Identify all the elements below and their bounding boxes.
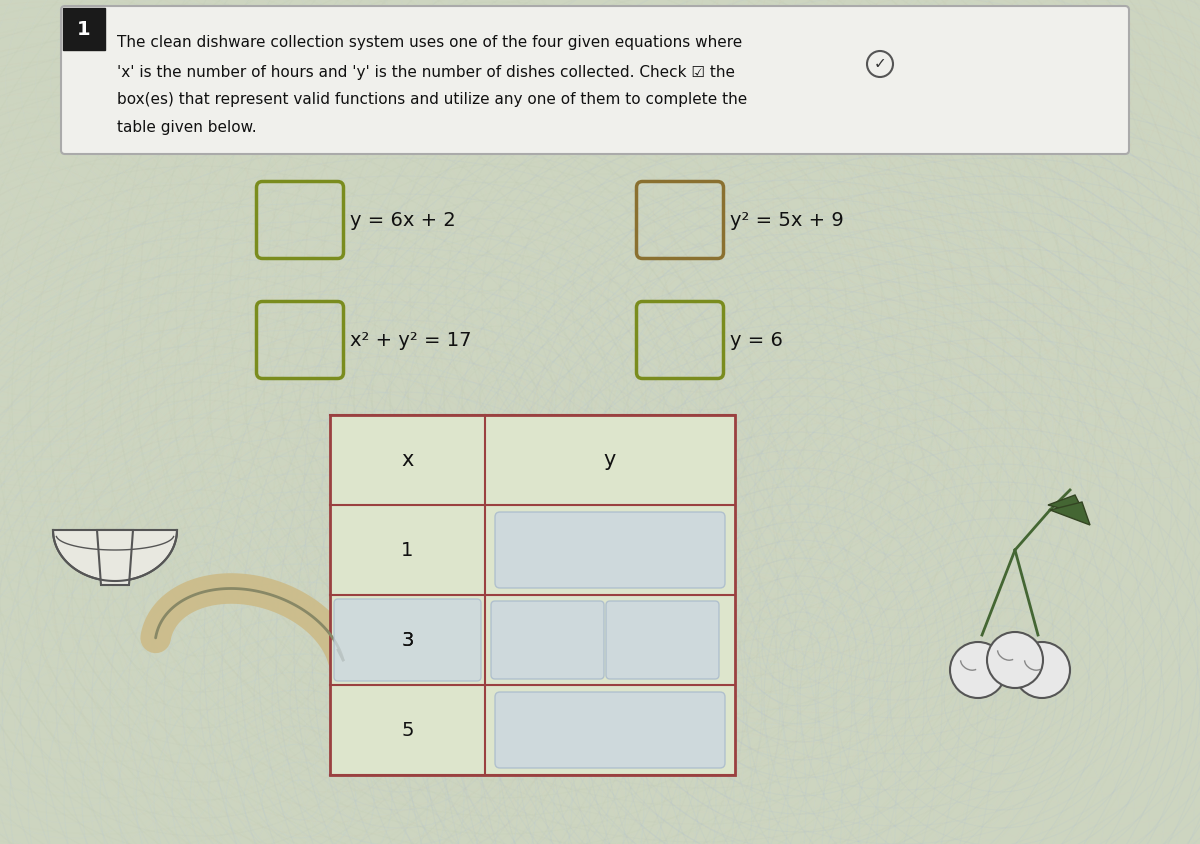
FancyBboxPatch shape xyxy=(491,601,604,679)
FancyBboxPatch shape xyxy=(61,6,1129,154)
Text: x² + y² = 17: x² + y² = 17 xyxy=(350,331,472,349)
Text: y² = 5x + 9: y² = 5x + 9 xyxy=(730,210,844,230)
Polygon shape xyxy=(1048,495,1085,515)
FancyBboxPatch shape xyxy=(334,599,481,681)
Polygon shape xyxy=(97,530,133,585)
Text: 1: 1 xyxy=(77,19,91,39)
Text: y = 6x + 2: y = 6x + 2 xyxy=(350,210,456,230)
FancyBboxPatch shape xyxy=(606,601,719,679)
Polygon shape xyxy=(1050,502,1090,525)
FancyBboxPatch shape xyxy=(496,692,725,768)
Circle shape xyxy=(986,632,1043,688)
FancyBboxPatch shape xyxy=(330,415,734,775)
Circle shape xyxy=(1014,642,1070,698)
Text: 3: 3 xyxy=(401,630,414,650)
Circle shape xyxy=(950,642,1006,698)
Text: y = 6: y = 6 xyxy=(730,331,782,349)
Text: y: y xyxy=(604,450,616,470)
Text: 3: 3 xyxy=(401,630,414,650)
Polygon shape xyxy=(53,530,178,581)
Text: 'x' is the number of hours and 'y' is the number of dishes collected. Check ☑ th: 'x' is the number of hours and 'y' is th… xyxy=(118,65,734,80)
Text: box(es) that represent valid functions and utilize any one of them to complete t: box(es) that represent valid functions a… xyxy=(118,92,748,107)
Text: The clean dishware collection system uses one of the four given equations where: The clean dishware collection system use… xyxy=(118,35,743,50)
Text: 1: 1 xyxy=(401,540,414,560)
Text: x: x xyxy=(401,450,414,470)
Text: 5: 5 xyxy=(401,721,414,739)
FancyBboxPatch shape xyxy=(64,8,106,50)
Text: ✓: ✓ xyxy=(874,57,887,72)
FancyBboxPatch shape xyxy=(496,512,725,588)
Text: table given below.: table given below. xyxy=(118,120,257,135)
